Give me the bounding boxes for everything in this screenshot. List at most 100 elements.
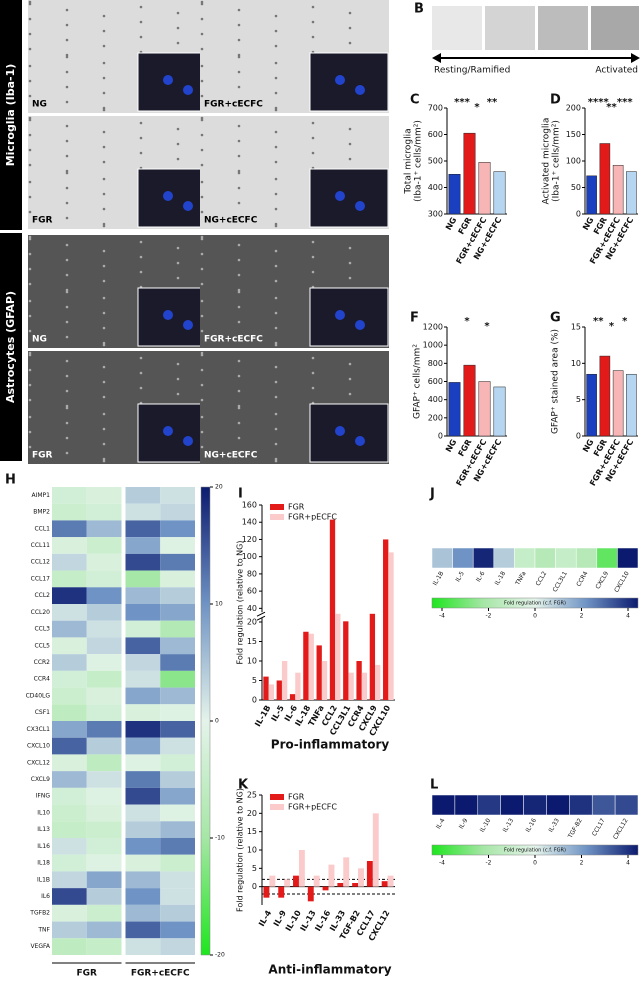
cell-speck [200, 430, 204, 434]
heat-cell [125, 587, 161, 604]
cell-speck [176, 276, 180, 280]
heat-cell [160, 787, 195, 805]
cell-speck [200, 94, 204, 98]
cell-speck [200, 163, 204, 167]
x-tick-label: CCL2 [534, 570, 548, 587]
heat-cell [52, 838, 87, 855]
y-tick-label: 15 [571, 323, 581, 332]
heat-cell [52, 888, 87, 905]
cell-speck [176, 26, 180, 30]
heat-cell [52, 520, 87, 538]
heat-cell [52, 804, 87, 822]
cell-speck [200, 180, 204, 184]
cell-speck [176, 11, 180, 15]
colorbar-title: Fold regulation (c.f. FGR) [504, 601, 566, 607]
cell-speck [237, 38, 241, 42]
y-tick-label: 100 [242, 552, 257, 561]
heat-cell [86, 520, 122, 538]
heat-cell [160, 821, 195, 838]
image-label: FGR [32, 216, 53, 226]
cell-speck [176, 157, 180, 161]
side-bar [0, 233, 22, 461]
cell-speck [28, 148, 32, 152]
cell-speck [200, 195, 204, 199]
cell-speck [102, 412, 106, 416]
cell-speck [65, 8, 69, 12]
cell-speck [311, 270, 315, 274]
significance: * [484, 321, 490, 332]
cell-speck [200, 329, 204, 333]
heat-cell [125, 737, 161, 755]
cell-speck [65, 374, 69, 378]
bar [448, 382, 461, 437]
y-tick-label: 10 [571, 359, 581, 368]
cell-speck [102, 249, 106, 253]
heat-cell [125, 838, 161, 855]
significance: **** [588, 97, 610, 108]
cell-speck [237, 53, 241, 57]
bar [361, 672, 368, 700]
colorbar-label: 0 [533, 613, 537, 620]
colorbar-label: 2 [580, 613, 584, 620]
bar [383, 539, 389, 700]
cell-speck [176, 246, 180, 250]
cell-speck [65, 359, 69, 363]
cell-speck [28, 32, 32, 36]
x-tick-label: IL-4 [257, 908, 273, 928]
y-tick-label: 160 [242, 501, 257, 510]
cell-speck [237, 124, 241, 128]
cell-speck [28, 368, 32, 372]
cell-speck [28, 351, 32, 355]
heat-cell [125, 854, 161, 872]
row-label: CXCL10 [27, 743, 50, 750]
cell-speck [28, 353, 32, 357]
cell-speck [200, 445, 204, 449]
y-axis-label: Fold regulation (relative to NG) [236, 541, 245, 665]
heat-cell [86, 754, 122, 772]
heat-cell [591, 794, 616, 816]
heat-cell [52, 938, 87, 955]
nucleus [355, 201, 365, 211]
bar [263, 886, 270, 898]
x-tick-label: NG [444, 438, 458, 454]
cell-speck [65, 139, 69, 143]
heat-cell [514, 547, 536, 569]
cell-speck [65, 23, 69, 27]
cell-speck [237, 335, 241, 339]
heat-cell [160, 921, 195, 939]
bar [369, 613, 376, 700]
inset [309, 168, 389, 228]
cell-speck [274, 222, 278, 226]
image-label: FGR [32, 451, 53, 461]
heat-cell [431, 794, 456, 816]
bar [375, 664, 381, 700]
cell-speck [237, 85, 241, 89]
cell-speck [28, 2, 32, 6]
cell-speck [200, 133, 204, 137]
cell-speck [237, 288, 241, 292]
heat-cell [86, 670, 122, 688]
cell-speck [102, 192, 106, 196]
heat-cell [500, 794, 524, 816]
colorbar-label: 10 [215, 601, 223, 608]
significance: * [609, 321, 615, 332]
cell-speck [237, 374, 241, 378]
heat-cell [52, 687, 87, 705]
cell-speck [102, 130, 106, 134]
heat-cell [52, 487, 87, 504]
cell-speck [139, 20, 143, 24]
heat-cell [52, 721, 87, 738]
cell-speck [102, 207, 106, 211]
cell-speck [274, 442, 278, 446]
y-tick-label: 100 [566, 157, 581, 166]
nucleus [183, 201, 193, 211]
cell-speck [65, 55, 69, 59]
row-label: BMP2 [33, 509, 50, 516]
cell-speck [237, 389, 241, 393]
bar [463, 364, 476, 437]
cell-speck [274, 311, 278, 315]
cell-speck [237, 216, 241, 220]
y-tick-label: 500 [428, 157, 443, 166]
y-tick-label: 5 [576, 395, 581, 404]
row-label: CXCL9 [31, 776, 50, 783]
